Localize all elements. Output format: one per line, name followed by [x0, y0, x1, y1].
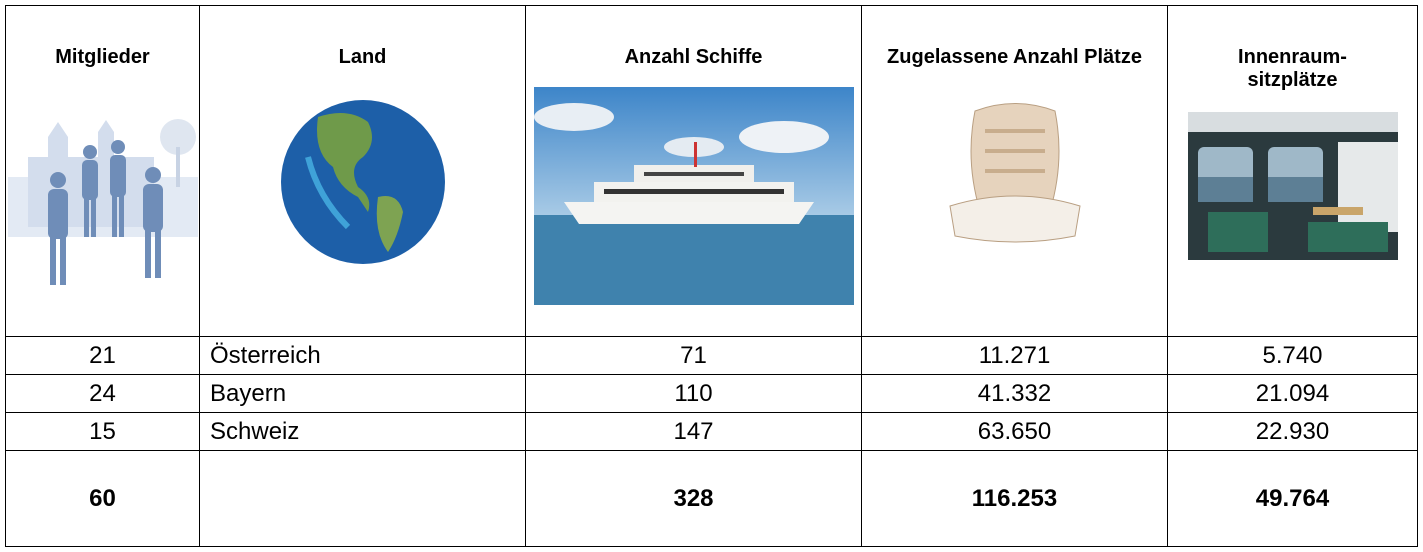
empty-cell	[200, 451, 526, 547]
cell: 21.094	[1168, 375, 1418, 413]
header-cell: Mitglieder	[6, 6, 200, 337]
total-row: 60 328 116.253 49.764	[6, 451, 1418, 547]
header-cell: Innenraum-sitzplätze	[1168, 6, 1418, 337]
cell: 15	[6, 413, 200, 451]
members-image	[8, 97, 198, 297]
data-row: 15 Schweiz 147 63.650 22.930	[6, 413, 1418, 451]
cell: 63.650	[862, 413, 1168, 451]
header-text: Anzahl Schiffe	[625, 46, 763, 69]
cell: 110	[526, 375, 862, 413]
interior-image	[1188, 112, 1398, 260]
seat-image	[935, 91, 1095, 261]
ship-image	[534, 87, 854, 305]
data-table: Mitglieder Land	[5, 5, 1418, 547]
data-row: 24 Bayern 110 41.332 21.094	[6, 375, 1418, 413]
globe-image	[278, 97, 448, 267]
total-cell: 60	[6, 451, 200, 547]
cell: 21	[6, 337, 200, 375]
header-text: Innenraum-sitzplätze	[1223, 46, 1363, 92]
data-row: 21 Österreich 71 11.271 5.740	[6, 337, 1418, 375]
header-row: Mitglieder Land	[6, 6, 1418, 337]
cell: 71	[526, 337, 862, 375]
total-cell: 328	[526, 451, 862, 547]
header-cell: Land	[200, 6, 526, 337]
total-cell: 116.253	[862, 451, 1168, 547]
header-text: Land	[339, 46, 387, 69]
cell: 5.740	[1168, 337, 1418, 375]
cell: 24	[6, 375, 200, 413]
header-cell: Zugelassene Anzahl Plätze	[862, 6, 1168, 337]
cell: 41.332	[862, 375, 1168, 413]
cell: 22.930	[1168, 413, 1418, 451]
cell: 11.271	[862, 337, 1168, 375]
cell: Bayern	[200, 375, 526, 413]
header-text: Zugelassene Anzahl Plätze	[885, 46, 1145, 69]
cell: Österreich	[200, 337, 526, 375]
header-cell: Anzahl Schiffe	[526, 6, 862, 337]
total-cell: 49.764	[1168, 451, 1418, 547]
cell: 147	[526, 413, 862, 451]
cell: Schweiz	[200, 413, 526, 451]
header-text: Mitglieder	[55, 46, 149, 69]
page: Mitglieder Land	[0, 0, 1423, 552]
